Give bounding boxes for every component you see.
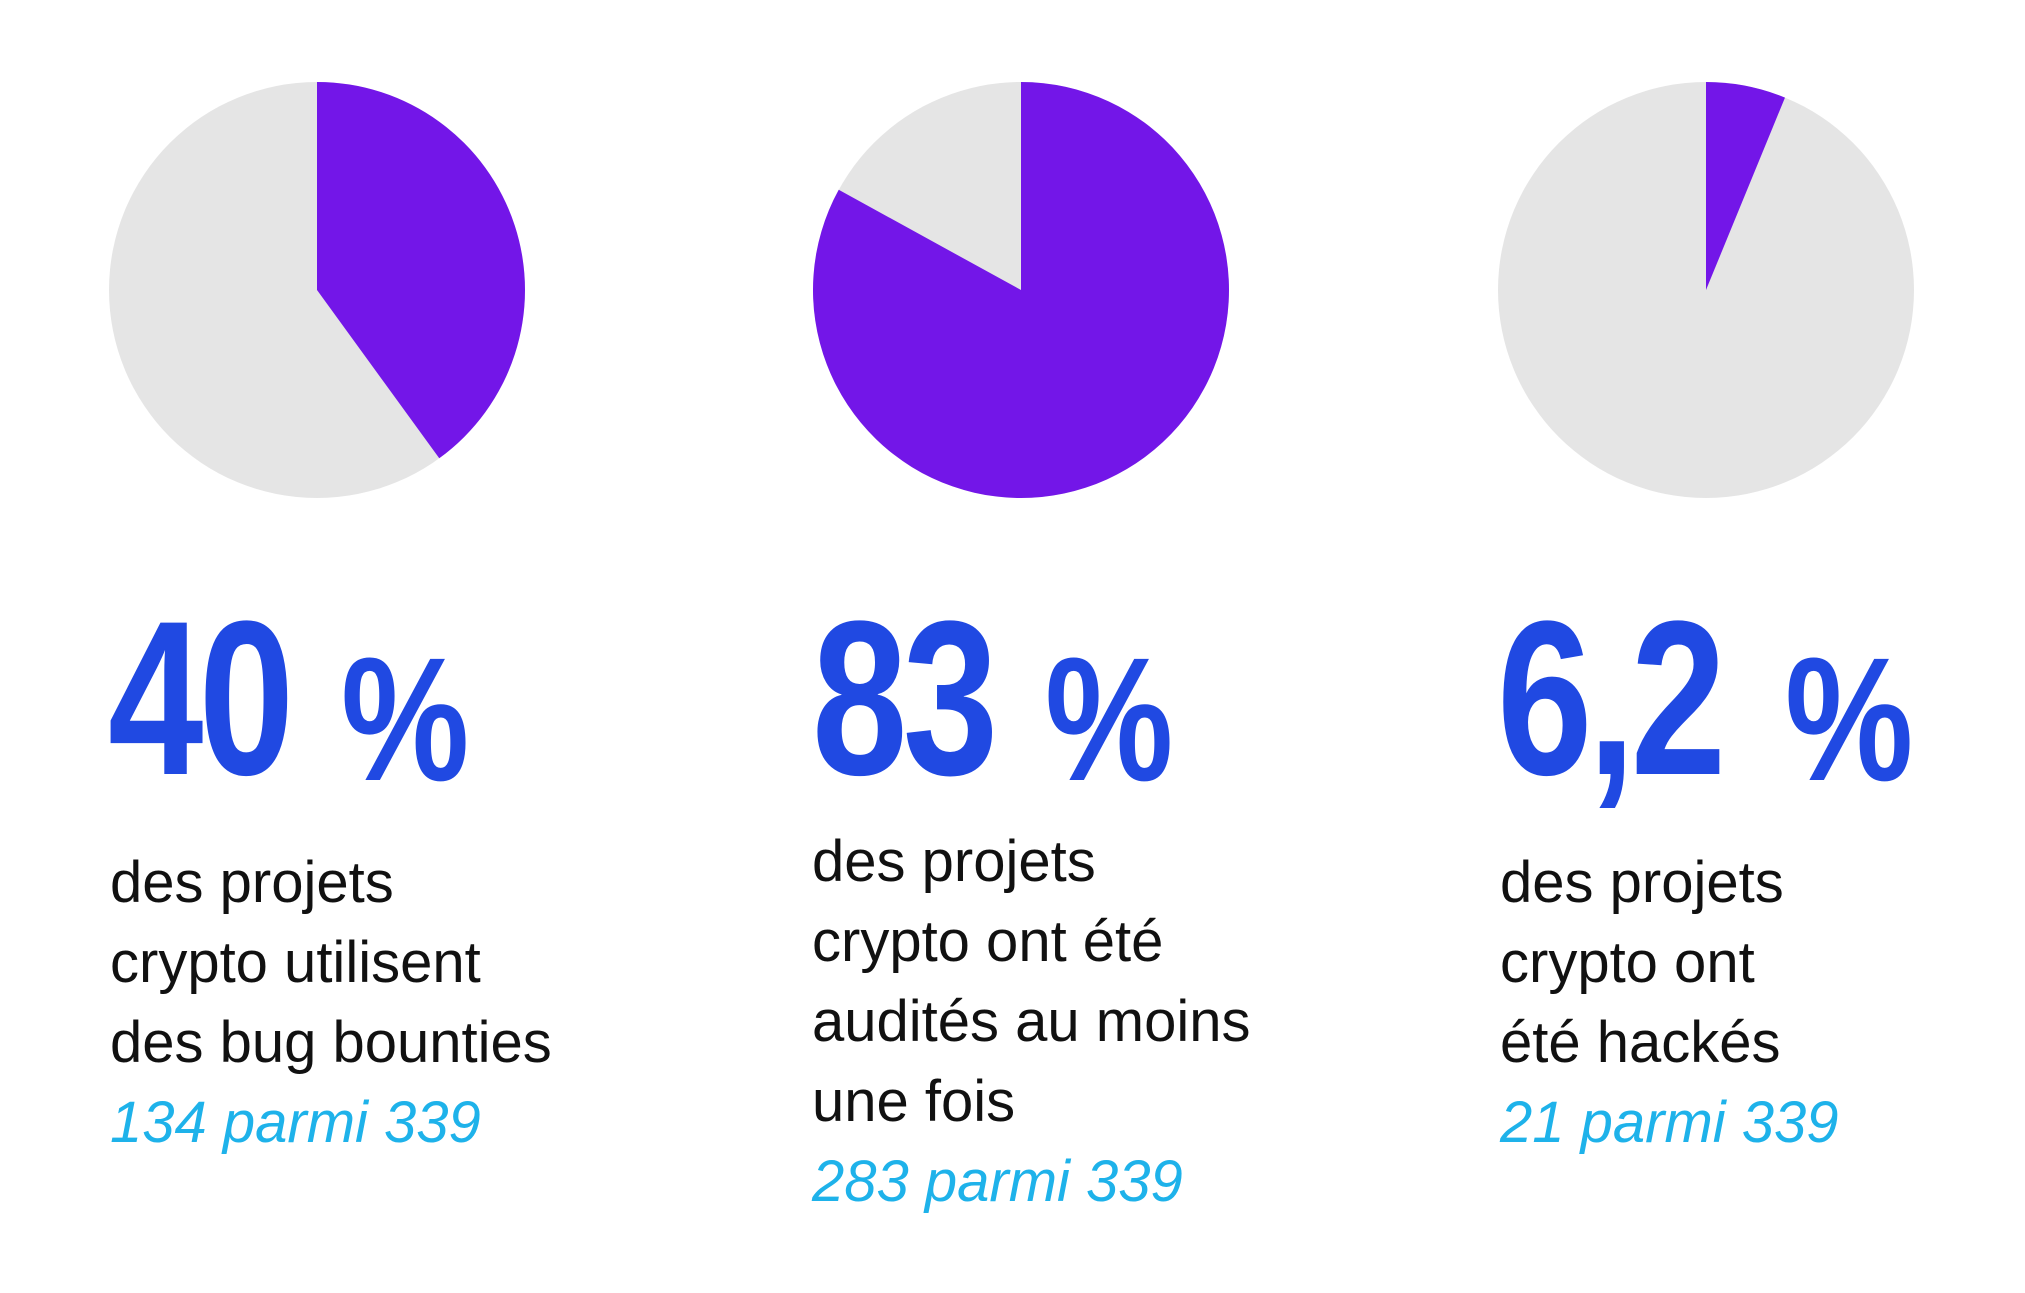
- stat-panel-hacks: 6,2% des projets crypto ont été hackés 2…: [0, 0, 1914, 1293]
- pie-chart-bug-bounties: [109, 82, 525, 498]
- pie-slice-highlight: [1706, 82, 1785, 290]
- big-stat-bug-bounties: 40%: [108, 548, 497, 808]
- description-line: des projets: [812, 829, 1096, 894]
- description-line: crypto utilisent: [110, 930, 481, 995]
- stat-count: 283 parmi 339: [812, 1149, 1183, 1214]
- description-line: des projets: [1500, 850, 1784, 915]
- stat-description-bug-bounties: des projets crypto utilisent des bug bou…: [110, 843, 552, 1163]
- stat-panel-audits: 83% des projets crypto ont été audités a…: [0, 0, 1250, 1293]
- pie-chart-audits: [813, 82, 1229, 498]
- stat-count: 134 parmi 339: [110, 1090, 481, 1155]
- stat-number: 40: [108, 575, 294, 821]
- big-stat-audits: 83%: [812, 548, 1201, 808]
- stat-percent-sign: %: [340, 622, 470, 818]
- stat-number: 83: [812, 575, 998, 821]
- stat-percent-sign: %: [1044, 622, 1174, 818]
- description-line: audités au moins: [812, 989, 1251, 1054]
- big-stat-hacks: 6,2%: [1497, 548, 1941, 808]
- stat-count: 21 parmi 339: [1500, 1090, 1839, 1155]
- description-line: crypto ont été: [812, 909, 1164, 974]
- description-line: été hackés: [1500, 1010, 1781, 1075]
- stat-description-audits: des projets crypto ont été audités au mo…: [812, 822, 1250, 1222]
- pie-slice-highlight: [813, 82, 1229, 498]
- stat-percent-sign: %: [1784, 622, 1914, 818]
- description-line: crypto ont: [1500, 930, 1755, 995]
- description-line: des projets: [110, 850, 394, 915]
- description-line: des bug bounties: [110, 1010, 552, 1075]
- stat-panel-bug-bounties: 40% des projets crypto utilisent des bug…: [0, 0, 600, 1293]
- pie-slice-highlight: [317, 82, 525, 459]
- stat-description-hacks: des projets crypto ont été hackés 21 par…: [1500, 843, 1839, 1163]
- description-line: une fois: [812, 1069, 1016, 1134]
- pie-chart-hacks: [1498, 82, 1914, 498]
- stat-number: 6,2: [1497, 575, 1726, 821]
